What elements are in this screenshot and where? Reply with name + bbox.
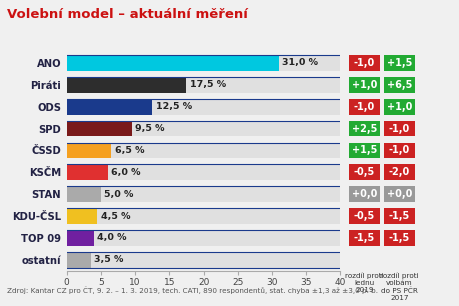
Text: 12,5 %: 12,5 %	[155, 102, 191, 111]
Bar	[67, 252, 90, 268]
Text: +0,0: +0,0	[351, 189, 376, 199]
Bar	[67, 121, 131, 136]
Text: 9,5 %: 9,5 %	[135, 124, 164, 133]
Text: +6,5: +6,5	[386, 80, 411, 90]
Text: -0,5: -0,5	[353, 211, 374, 221]
Bar	[67, 55, 278, 71]
Bar	[67, 143, 111, 158]
Text: 17,5 %: 17,5 %	[190, 80, 225, 89]
Text: +0,0: +0,0	[386, 189, 411, 199]
Bar	[67, 99, 152, 114]
Text: rozdíl proti
lednu
2019: rozdíl proti lednu 2019	[344, 272, 383, 293]
Text: 6,5 %: 6,5 %	[114, 146, 144, 155]
Text: -1,5: -1,5	[353, 233, 374, 243]
Bar	[67, 230, 340, 246]
Text: -1,0: -1,0	[353, 58, 374, 68]
Bar	[67, 252, 340, 268]
Text: +1,0: +1,0	[351, 80, 376, 90]
Bar	[67, 143, 340, 158]
Bar	[67, 77, 340, 93]
Text: 31,0 %: 31,0 %	[282, 58, 318, 67]
Text: -1,5: -1,5	[388, 211, 409, 221]
Text: +1,0: +1,0	[386, 102, 411, 112]
Text: -2,0: -2,0	[388, 167, 409, 177]
Text: +1,5: +1,5	[386, 58, 411, 68]
Bar	[67, 121, 340, 136]
Bar	[67, 208, 97, 224]
Text: -1,0: -1,0	[388, 124, 409, 134]
Bar	[67, 230, 94, 246]
Text: -1,0: -1,0	[388, 145, 409, 155]
Text: +1,5: +1,5	[351, 145, 376, 155]
Bar	[67, 77, 186, 93]
Text: 4,0 %: 4,0 %	[97, 233, 127, 242]
Text: 4,5 %: 4,5 %	[101, 212, 130, 221]
Bar	[67, 165, 107, 180]
Text: 3,5 %: 3,5 %	[94, 256, 123, 264]
Text: 5,0 %: 5,0 %	[104, 190, 134, 199]
Bar	[67, 186, 101, 202]
Bar	[67, 165, 340, 180]
Text: -0,5: -0,5	[353, 167, 374, 177]
Text: Zdroj: Kantar CZ pro ČT, 9. 2. – 1. 3. 2019, tech. CATI, 890 respondentů, stat. : Zdroj: Kantar CZ pro ČT, 9. 2. – 1. 3. 2…	[7, 286, 377, 294]
Text: Volební model – aktuální měření: Volební model – aktuální měření	[7, 8, 247, 21]
Text: +2,5: +2,5	[351, 124, 376, 134]
Text: -1,0: -1,0	[353, 102, 374, 112]
Bar	[67, 186, 340, 202]
Bar	[67, 99, 340, 114]
Bar	[67, 55, 340, 71]
Bar	[67, 208, 340, 224]
Text: -1,5: -1,5	[388, 233, 409, 243]
Text: rozdíl proti
volbám
do PS PČR
2017: rozdíl proti volbám do PS PČR 2017	[379, 272, 418, 301]
Text: 6,0 %: 6,0 %	[111, 168, 140, 177]
